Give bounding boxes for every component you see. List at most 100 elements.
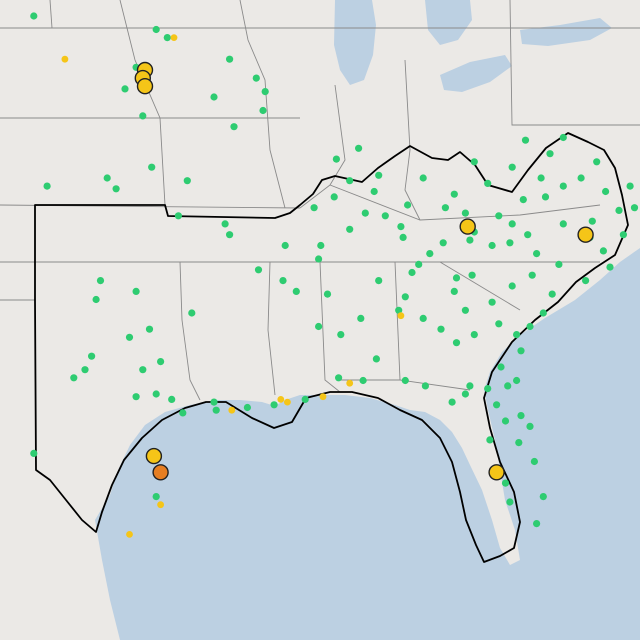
station-marker-green[interactable] <box>145 325 154 333</box>
station-marker-green[interactable] <box>495 212 503 220</box>
station-marker-green[interactable] <box>508 282 516 290</box>
station-marker-green[interactable] <box>30 449 38 457</box>
station-marker-green[interactable] <box>310 204 318 212</box>
station-marker-green[interactable] <box>279 277 287 285</box>
station-marker-yellow-small[interactable] <box>126 531 133 538</box>
station-marker-green[interactable] <box>593 158 601 166</box>
station-marker-green[interactable] <box>174 212 182 220</box>
station-marker-yellow-small[interactable] <box>170 34 178 41</box>
station-marker-green[interactable] <box>270 401 278 409</box>
station-marker-green[interactable] <box>466 236 474 244</box>
station-marker-green[interactable] <box>415 260 423 268</box>
station-marker-green[interactable] <box>152 25 160 34</box>
station-marker-green[interactable] <box>315 255 323 263</box>
station-marker-green[interactable] <box>252 74 260 82</box>
station-marker-green[interactable] <box>470 331 478 339</box>
station-marker-green[interactable] <box>96 277 105 285</box>
station-marker-green[interactable] <box>506 498 514 506</box>
station-marker-green[interactable] <box>539 309 547 317</box>
station-marker-green[interactable] <box>254 266 263 274</box>
station-marker-green[interactable] <box>530 457 539 466</box>
station-marker-green[interactable] <box>582 277 590 285</box>
station-marker-yellow-large[interactable] <box>145 447 163 465</box>
station-marker-green[interactable] <box>335 374 343 382</box>
station-marker-green[interactable] <box>230 123 238 131</box>
station-marker-green[interactable] <box>441 204 449 212</box>
station-marker-green[interactable] <box>323 290 332 298</box>
station-marker-green[interactable] <box>375 277 383 285</box>
station-marker-yellow-small[interactable] <box>346 379 354 387</box>
station-marker-green[interactable] <box>602 187 610 196</box>
station-marker-yellow-large[interactable] <box>136 77 154 95</box>
station-marker-green[interactable] <box>450 287 458 295</box>
station-marker-green[interactable] <box>281 241 289 250</box>
station-marker-green[interactable] <box>112 185 120 193</box>
station-marker-green[interactable] <box>577 174 585 182</box>
station-marker-green[interactable] <box>226 231 234 239</box>
station-marker-green[interactable] <box>419 314 427 322</box>
station-marker-yellow-large[interactable] <box>488 464 505 481</box>
station-marker-green[interactable] <box>450 190 458 198</box>
station-marker-green[interactable] <box>88 352 96 360</box>
station-marker-green[interactable] <box>132 287 140 295</box>
station-marker-green[interactable] <box>125 333 134 341</box>
station-marker-green[interactable] <box>626 182 634 190</box>
station-marker-green[interactable] <box>221 220 229 228</box>
station-marker-green[interactable] <box>81 366 89 374</box>
station-marker-green[interactable] <box>399 233 407 241</box>
station-marker-green[interactable] <box>426 250 434 258</box>
station-marker-yellow-small[interactable] <box>397 312 405 320</box>
station-marker-green[interactable] <box>630 204 639 212</box>
station-marker-green[interactable] <box>132 393 140 401</box>
station-marker-green[interactable] <box>301 395 309 403</box>
station-marker-green[interactable] <box>537 174 545 182</box>
station-marker-green[interactable] <box>375 171 383 179</box>
station-marker-green[interactable] <box>226 55 234 63</box>
station-marker-green[interactable] <box>346 177 354 185</box>
station-marker-green[interactable] <box>452 339 461 347</box>
station-marker-yellow-small[interactable] <box>319 393 327 401</box>
station-marker-green[interactable] <box>488 298 496 306</box>
station-marker-green[interactable] <box>157 358 165 366</box>
station-marker-green[interactable] <box>506 239 514 247</box>
station-marker-yellow-large[interactable] <box>459 218 476 235</box>
station-marker-green[interactable] <box>533 520 541 528</box>
station-marker-green[interactable] <box>468 271 476 279</box>
station-marker-green[interactable] <box>188 309 196 317</box>
station-marker-green[interactable] <box>513 376 521 385</box>
station-marker-green[interactable] <box>332 155 340 163</box>
station-marker-green[interactable] <box>513 331 521 339</box>
station-marker-green[interactable] <box>439 239 447 247</box>
station-marker-green[interactable] <box>466 382 474 390</box>
station-marker-green[interactable] <box>615 206 623 214</box>
station-marker-green[interactable] <box>548 290 556 298</box>
station-marker-green[interactable] <box>361 209 369 217</box>
station-marker-green[interactable] <box>484 385 492 393</box>
station-marker-green[interactable] <box>179 409 187 417</box>
station-marker-green[interactable] <box>372 355 380 363</box>
station-marker-yellow-large[interactable] <box>577 226 594 243</box>
station-marker-green[interactable] <box>261 88 269 96</box>
station-marker-green[interactable] <box>210 398 218 406</box>
station-marker-green[interactable] <box>404 201 412 209</box>
station-marker-green[interactable] <box>495 320 503 328</box>
station-marker-green[interactable] <box>139 112 147 120</box>
station-marker-green[interactable] <box>517 347 525 355</box>
station-marker-green[interactable] <box>493 401 501 409</box>
station-marker-green[interactable] <box>243 403 251 412</box>
station-marker-green[interactable] <box>103 174 111 182</box>
station-marker-green[interactable] <box>508 163 516 171</box>
station-marker-green[interactable] <box>70 374 78 382</box>
station-marker-green[interactable] <box>515 439 523 447</box>
station-marker-yellow-small[interactable] <box>228 406 236 414</box>
station-marker-green[interactable] <box>259 106 267 115</box>
station-marker-green[interactable] <box>139 366 147 374</box>
station-marker-green[interactable] <box>519 196 527 204</box>
station-marker-green[interactable] <box>419 174 427 182</box>
station-marker-green[interactable] <box>501 417 510 425</box>
station-marker-green[interactable] <box>461 306 469 314</box>
station-marker-green[interactable] <box>521 136 530 144</box>
station-marker-green[interactable] <box>526 422 534 430</box>
station-marker-green[interactable] <box>315 322 323 331</box>
